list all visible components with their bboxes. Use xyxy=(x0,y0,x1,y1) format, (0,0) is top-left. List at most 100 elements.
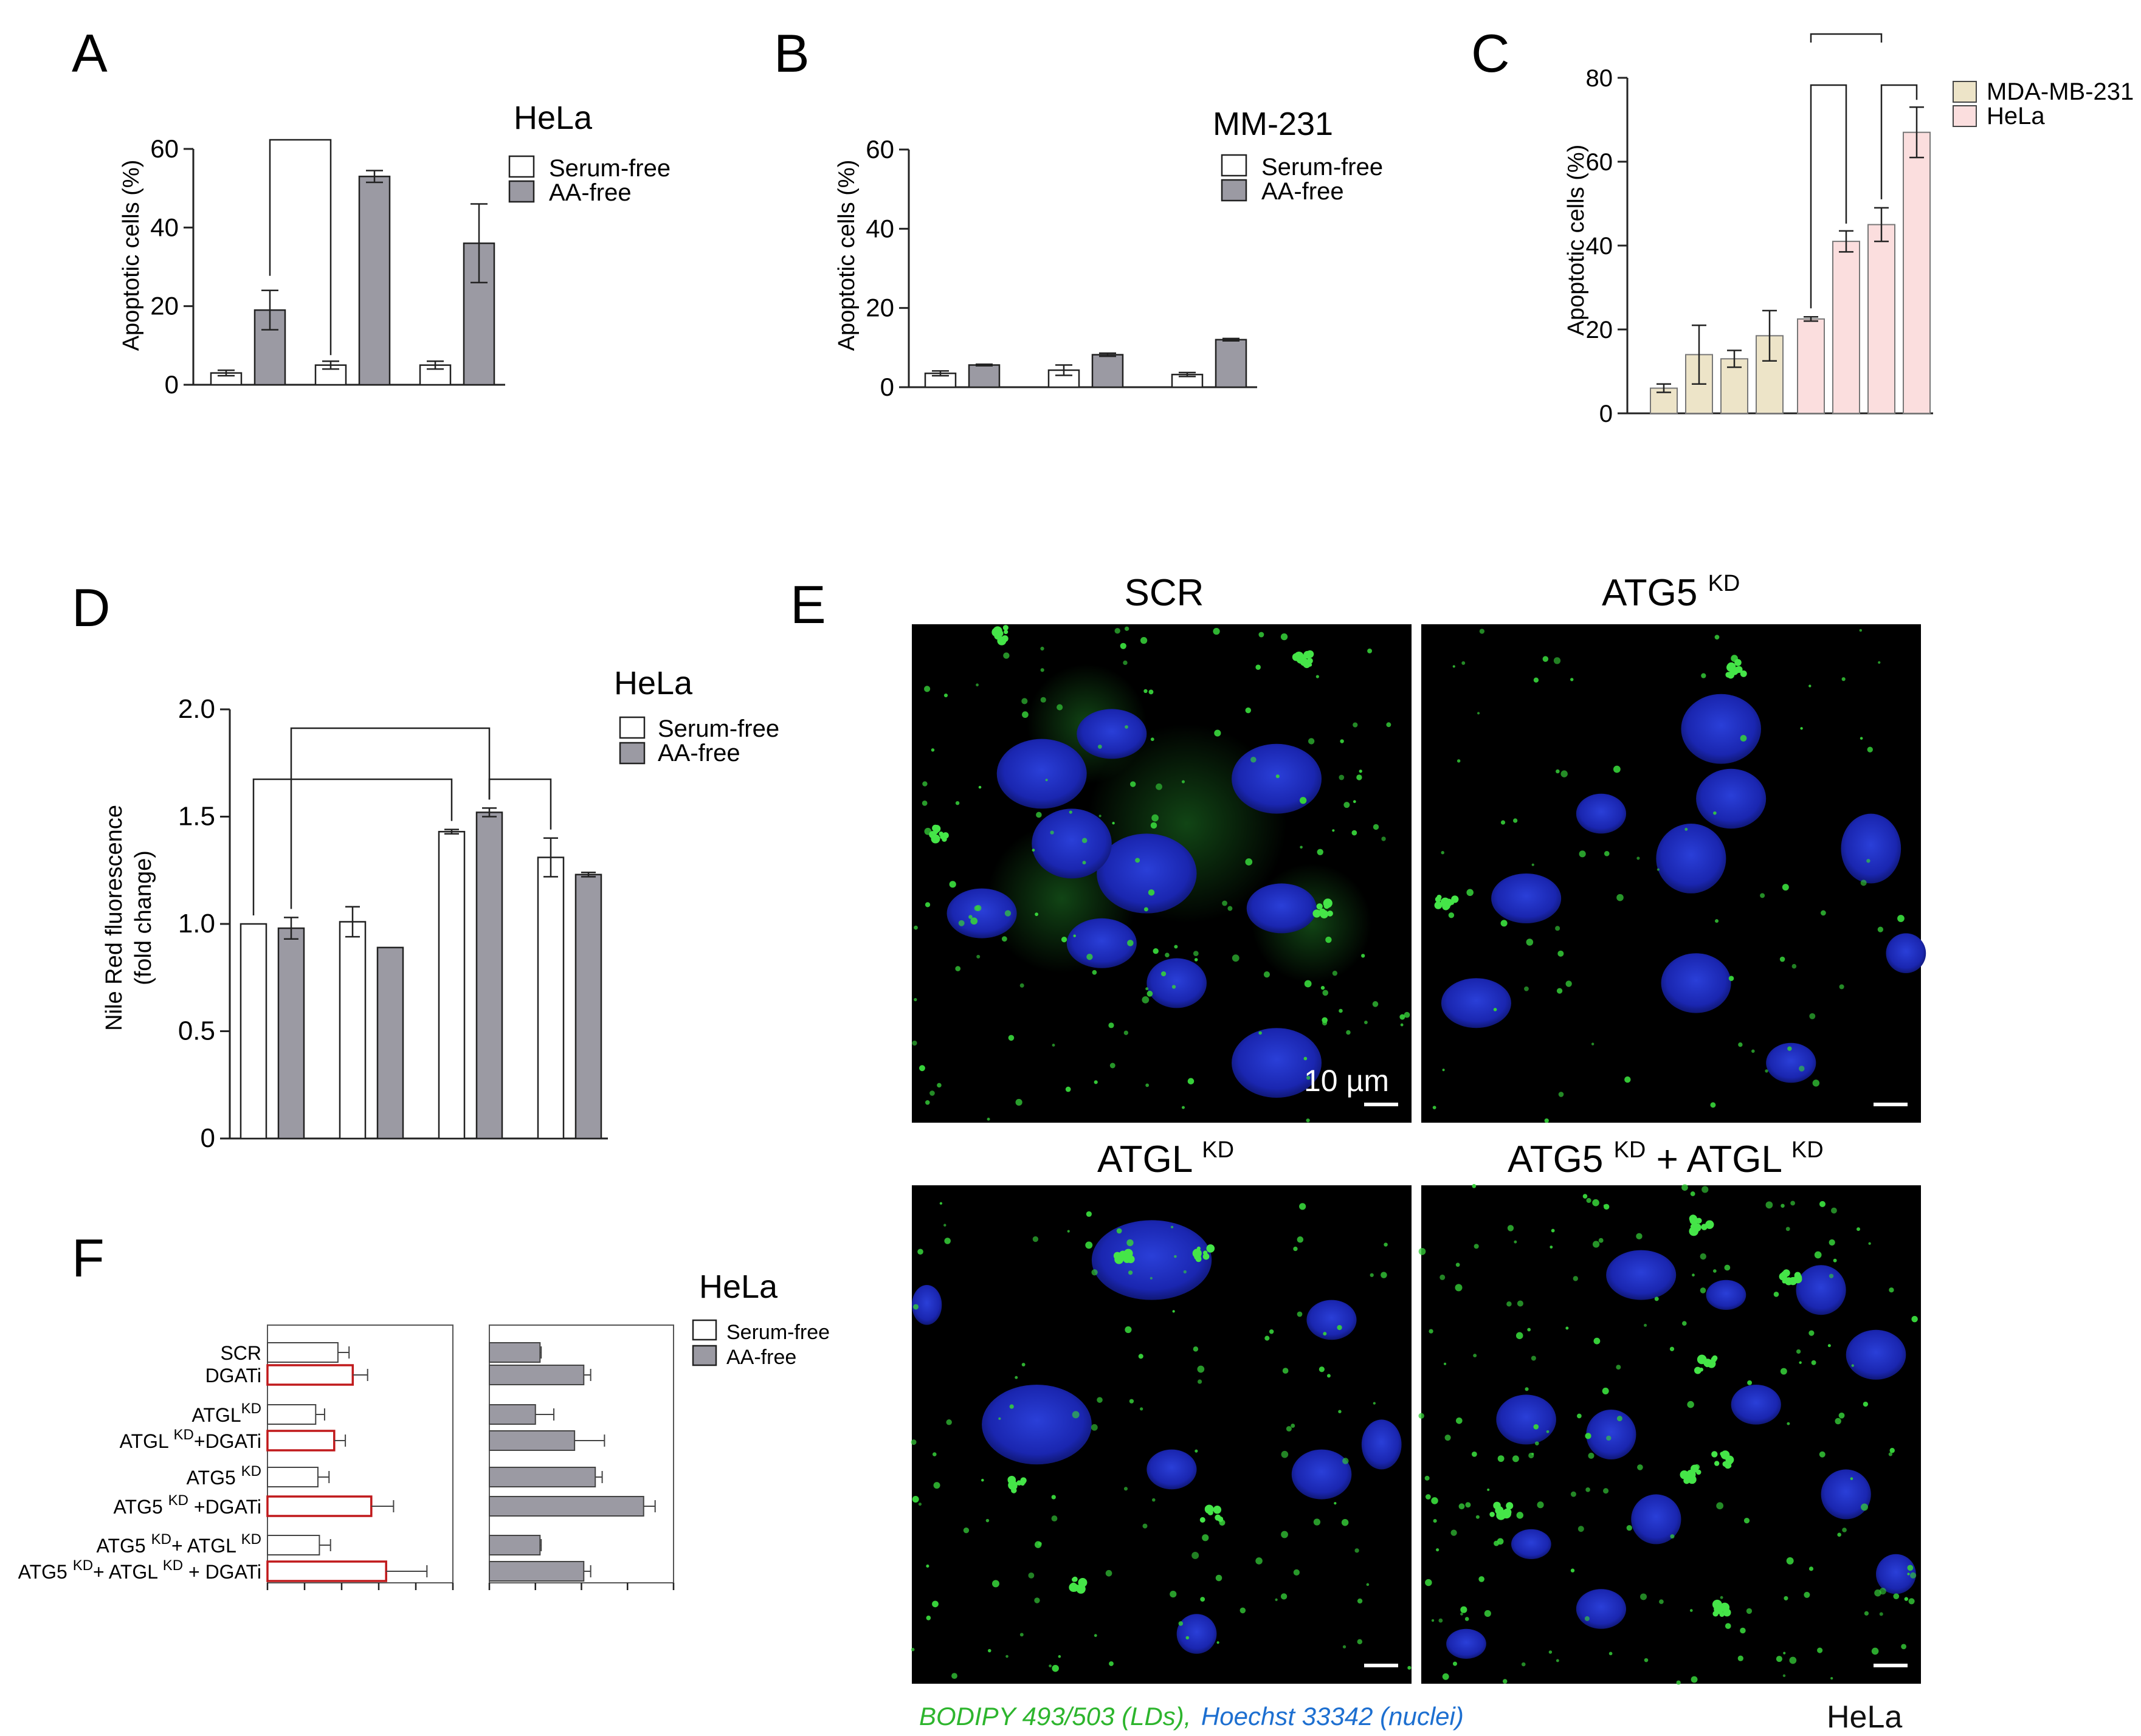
y-category-label-part: KD xyxy=(241,1463,261,1479)
lipid-droplet xyxy=(1497,1538,1504,1545)
y-tick-label: 0 xyxy=(1599,401,1613,427)
lipid-droplet xyxy=(1835,1417,1841,1425)
lipid-droplet xyxy=(1213,628,1220,635)
lipid-droplet xyxy=(1109,1661,1114,1666)
y-tick-label: 40 xyxy=(150,213,179,241)
lipid-droplet xyxy=(943,693,948,698)
lipid-droplet xyxy=(1342,1458,1349,1464)
lipid-droplet-cluster xyxy=(1726,663,1735,672)
lipid-droplet xyxy=(1474,1244,1479,1249)
lipid-droplet xyxy=(1608,1652,1613,1656)
lipid-droplet-cluster xyxy=(1506,1502,1514,1510)
lipid-droplet xyxy=(1521,1662,1526,1667)
lipid-droplet xyxy=(1866,859,1870,863)
lipid-droplet xyxy=(1829,1273,1834,1278)
lipid-droplet xyxy=(1565,1326,1569,1330)
lipid-droplet xyxy=(1868,1242,1871,1245)
nucleus xyxy=(1876,1554,1916,1594)
lipid-droplet xyxy=(1346,1030,1351,1035)
lipid-droplet xyxy=(1878,661,1881,664)
lipid-droplet xyxy=(1085,1241,1093,1249)
nucleus xyxy=(946,888,1017,939)
lipid-droplet-cluster xyxy=(1727,671,1734,679)
lipid-droplet xyxy=(1339,1008,1343,1013)
lipid-droplet xyxy=(1303,1056,1308,1061)
lipid-droplet xyxy=(1198,1379,1202,1384)
lipid-droplet xyxy=(1433,1519,1437,1523)
lipid-droplet xyxy=(1527,1328,1531,1332)
lipid-droplet xyxy=(1171,1225,1174,1228)
lipid-droplet xyxy=(1517,1300,1523,1307)
nucleus xyxy=(1077,709,1147,759)
lipid-droplet xyxy=(1670,1534,1675,1539)
lipid-droplet xyxy=(1783,1652,1786,1655)
bar-BafA1-AA-free xyxy=(358,176,391,386)
lipid-droplet xyxy=(1910,1572,1917,1579)
lipid-droplet xyxy=(1556,769,1560,774)
y-tick-label: 1.5 xyxy=(178,802,215,832)
lipid-droplet xyxy=(1052,1664,1059,1672)
nucleus xyxy=(1656,824,1726,894)
lipid-droplet xyxy=(1565,980,1572,987)
lipid-droplet xyxy=(1140,1407,1143,1411)
lipid-droplet-cluster xyxy=(1327,910,1333,917)
nucleus xyxy=(1606,1250,1677,1300)
lipid-droplet-cluster xyxy=(1007,1476,1014,1483)
lipid-droplet xyxy=(1478,1576,1484,1582)
lipid-droplet xyxy=(1332,971,1338,976)
lipid-droplet xyxy=(1907,1565,1914,1571)
lipid-droplet xyxy=(1556,988,1563,994)
y-category-label-part: KD xyxy=(151,1531,171,1548)
lipid-droplet xyxy=(1616,894,1624,901)
lipid-droplet xyxy=(970,917,978,925)
lipid-droplet xyxy=(1280,1593,1288,1600)
lipid-droplet xyxy=(1787,1046,1792,1051)
lipid-droplet xyxy=(1424,1475,1430,1481)
lipid-droplet xyxy=(1819,1451,1826,1458)
lipid-droplet xyxy=(1097,744,1102,749)
lipid-droplet xyxy=(988,1648,991,1653)
lipid-droplet-cluster xyxy=(1306,650,1314,658)
lipid-droplet xyxy=(1911,1315,1918,1323)
lipid-droplet xyxy=(1624,1076,1631,1083)
lipid-droplet-cluster xyxy=(1312,909,1321,918)
bar-ATG5 KD+ ATGL KD-Serum-free xyxy=(267,1535,320,1555)
lipid-droplet xyxy=(1743,1518,1750,1524)
lipid-droplet xyxy=(1740,735,1747,742)
lipid-droplet xyxy=(1450,1529,1457,1536)
lipid-droplet xyxy=(1689,1609,1693,1612)
lipid-droplet-cluster xyxy=(1696,1218,1702,1224)
lipid-droplet xyxy=(931,748,935,752)
y-category-label-part: KD xyxy=(174,1427,194,1443)
lipid-droplet xyxy=(1808,684,1812,687)
lipid-droplet xyxy=(1821,910,1826,916)
nucleus xyxy=(1491,873,1562,923)
lipid-droplet xyxy=(1535,1441,1539,1445)
lipid-droplet xyxy=(1038,1541,1042,1546)
nucleus xyxy=(1706,1280,1746,1310)
lipid-droplet-cluster xyxy=(1714,1604,1724,1614)
lipid-droplet xyxy=(1465,1502,1471,1508)
y-tick-label: 60 xyxy=(1586,149,1613,176)
lipid-droplet xyxy=(1193,951,1199,957)
lipid-droplet xyxy=(1258,1031,1262,1035)
lipid-droplet xyxy=(919,1065,925,1072)
lipid-droplet xyxy=(1342,1645,1346,1648)
lipid-droplet xyxy=(1357,1598,1363,1604)
lipid-droplet xyxy=(1830,1207,1837,1214)
lipid-droplet xyxy=(1888,1452,1893,1456)
bar-ATGL KD-AA-free xyxy=(489,1404,536,1425)
lipid-droplet xyxy=(1785,1227,1790,1231)
lipid-droplet xyxy=(1477,712,1480,715)
lipid-droplet xyxy=(1475,1515,1480,1519)
lipid-droplet xyxy=(1457,759,1461,763)
lipid-droplet-cluster xyxy=(1503,1508,1512,1517)
legend-swatch-aa-free xyxy=(619,742,646,765)
lipid-droplet xyxy=(1859,629,1863,632)
significance-bracket-1 xyxy=(1810,84,1847,309)
lipid-droplet xyxy=(963,1528,970,1534)
lipid-droplet xyxy=(1841,677,1846,681)
lipid-droplet xyxy=(1067,1230,1070,1233)
lipid-droplet xyxy=(1337,1324,1342,1331)
